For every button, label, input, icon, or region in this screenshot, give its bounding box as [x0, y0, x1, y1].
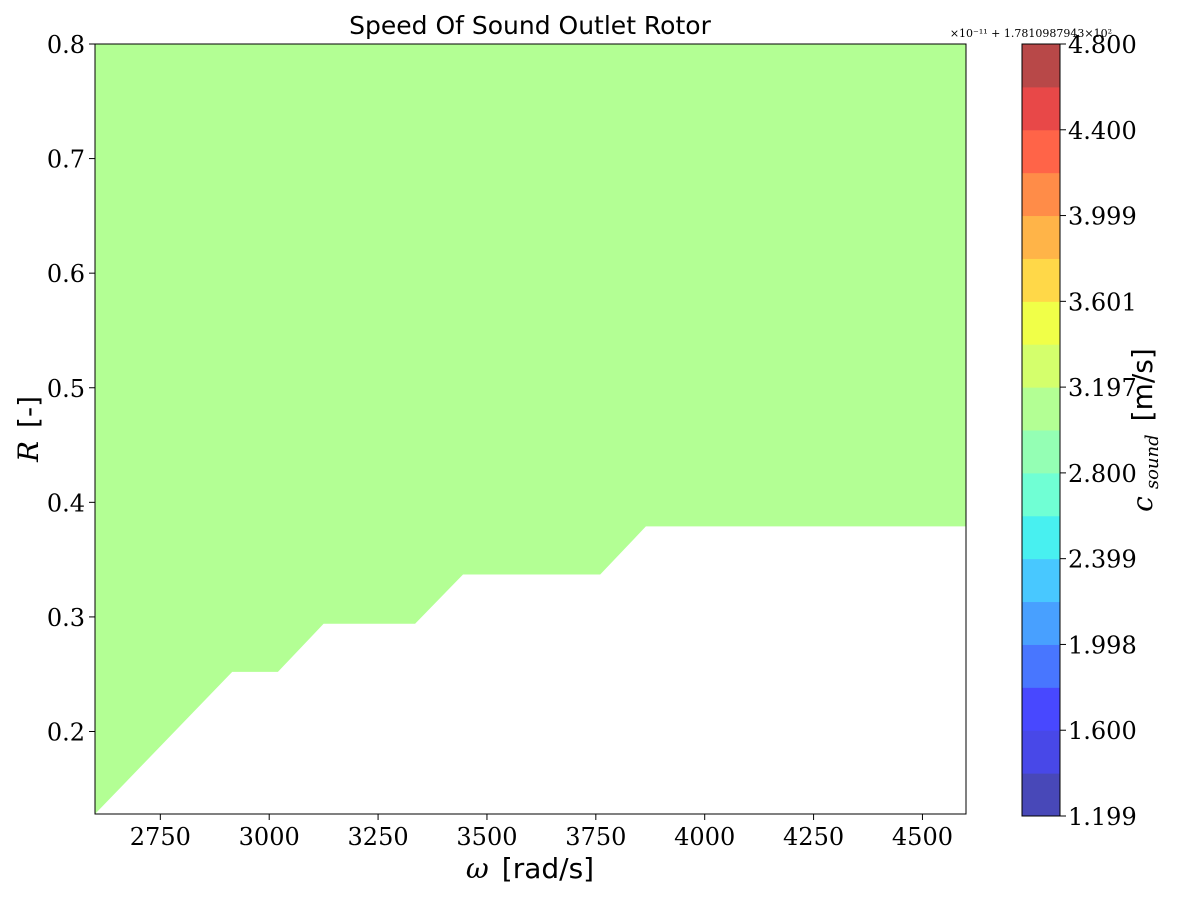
colorbar-band — [1022, 687, 1060, 731]
colorbar-tick-label: 4.800 — [1068, 31, 1137, 59]
colorbar-label: c sound [m/s] — [1126, 348, 1165, 512]
chart-title: Speed Of Sound Outlet Rotor — [349, 11, 711, 40]
colorbar-band — [1022, 344, 1060, 388]
x-tick-label: 4000 — [674, 823, 735, 851]
colorbar-band — [1022, 44, 1060, 88]
colorbar-band — [1022, 472, 1060, 517]
x-tick-label: 3000 — [239, 823, 300, 851]
colorbar-ticks: 1.199 1.600 1.998 2.399 2.800 3.197 3.601 3.999… — [1060, 31, 1137, 831]
colorbar-band — [1022, 558, 1060, 603]
y-tick-label: 0.6 — [47, 260, 85, 288]
y-tick-label: 0.5 — [47, 375, 85, 403]
colorbar-label-unit: [m/s] — [1126, 348, 1159, 421]
x-axis-ticks: 2750 3000 3250 3500 3750 4000 4250 4500 — [130, 814, 953, 851]
y-tick-label: 0.8 — [47, 31, 85, 59]
colorbar-tick-label: 2.399 — [1068, 546, 1137, 574]
x-tick-label: 3250 — [348, 823, 409, 851]
filled-contour-region — [95, 44, 966, 814]
colorbar-offset-text: ×10⁻¹¹ + 1.7810987943×10² — [950, 27, 1112, 40]
colorbar-band — [1022, 172, 1060, 217]
x-tick-label: 4500 — [892, 823, 953, 851]
x-tick-label: 2750 — [130, 823, 191, 851]
colorbar-tick-label: 4.400 — [1068, 117, 1137, 145]
colorbar-band — [1022, 129, 1060, 174]
colorbar-tick-label: 1.199 — [1068, 803, 1137, 831]
colorbar-band — [1022, 258, 1060, 302]
colorbar-tick-label: 3.197 — [1068, 374, 1137, 402]
x-axis-label-unit: [rad/s] — [502, 852, 594, 885]
colorbar: 1.199 1.600 1.998 2.399 2.800 3.197 3.601 3.999… — [950, 27, 1165, 831]
colorbar-band — [1022, 86, 1060, 131]
y-tick-label: 0.7 — [47, 146, 85, 174]
colorbar-tick-label: 3.601 — [1068, 288, 1137, 316]
colorbar-band — [1022, 601, 1060, 645]
colorbar-band — [1022, 515, 1060, 560]
y-axis-label-unit: [-] — [12, 396, 45, 428]
y-axis-label-symbol: R — [12, 441, 45, 463]
plot-area — [94, 43, 967, 815]
colorbar-frame — [1021, 43, 1061, 817]
colorbar-band — [1022, 301, 1060, 345]
colorbar-label-subscript: sound — [1142, 434, 1163, 489]
x-axis-label-symbol: ω — [466, 852, 489, 885]
y-tick-label: 0.2 — [47, 719, 85, 747]
y-axis-ticks: 0.2 0.3 0.4 0.5 0.6 0.7 0.8 — [47, 31, 95, 747]
colorbar-tick-label: 1.998 — [1068, 631, 1137, 659]
colorbar-band — [1022, 387, 1060, 431]
x-tick-label: 3500 — [456, 823, 517, 851]
colorbar-band — [1022, 773, 1060, 817]
colorbar-band — [1022, 430, 1060, 474]
y-axis-label: R [-] — [12, 396, 45, 463]
colorbar-band — [1022, 215, 1060, 259]
y-tick-label: 0.4 — [47, 489, 85, 517]
colorbar-band — [1022, 730, 1060, 774]
colorbar-band — [1022, 644, 1060, 688]
colorbar-tick-label: 1.600 — [1068, 717, 1137, 745]
x-tick-label: 3750 — [565, 823, 626, 851]
plot-frame — [94, 43, 967, 815]
x-axis-label: ω [rad/s] — [466, 852, 594, 885]
colorbar-tick-label: 2.800 — [1068, 460, 1137, 488]
colorbar-tick-label: 3.999 — [1068, 203, 1137, 231]
colorbar-bands — [1022, 44, 1060, 817]
x-tick-label: 4250 — [783, 823, 844, 851]
y-tick-label: 0.3 — [47, 604, 85, 632]
colorbar-label-symbol: c — [1126, 496, 1159, 512]
